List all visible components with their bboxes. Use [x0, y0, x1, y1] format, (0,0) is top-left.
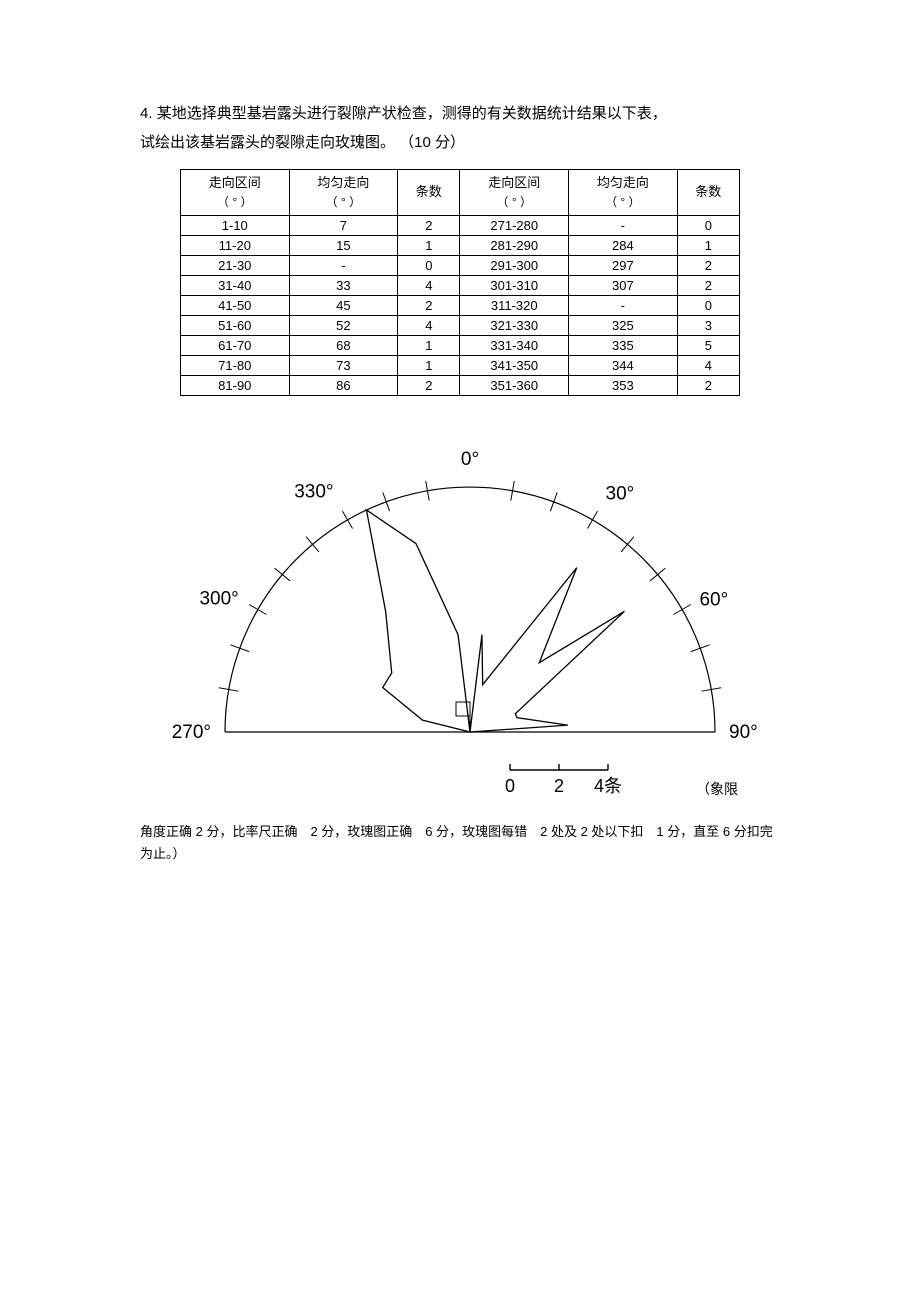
table-cell: 2 [398, 215, 460, 235]
table-cell: 2 [677, 375, 739, 395]
table-cell: 31-40 [181, 275, 290, 295]
svg-text:300°: 300° [199, 588, 238, 609]
table-row: 51-60524321-3303253 [181, 315, 740, 335]
col-range-1: 走向区间 （ ° ） [181, 170, 290, 216]
table-cell: 2 [398, 375, 460, 395]
table-cell: 1 [677, 235, 739, 255]
table-cell: 325 [569, 315, 678, 335]
table-cell: 335 [569, 335, 678, 355]
table-cell: 353 [569, 375, 678, 395]
svg-text:0°: 0° [461, 449, 479, 470]
table-cell: 344 [569, 355, 678, 375]
col-avg-2: 均匀走向 （ ° ） [569, 170, 678, 216]
question-number: 4. [140, 105, 153, 122]
table-cell: 311-320 [460, 295, 569, 315]
table-cell: 4 [677, 355, 739, 375]
table-cell: 271-280 [460, 215, 569, 235]
svg-text:30°: 30° [606, 483, 635, 504]
table-cell: 3 [677, 315, 739, 335]
table-cell: 0 [677, 215, 739, 235]
table-row: 1-1072271-280-0 [181, 215, 740, 235]
table-cell: 86 [289, 375, 398, 395]
table-cell: 0 [398, 255, 460, 275]
table-cell: 0 [677, 295, 739, 315]
col-range-2: 走向区间 （ ° ） [460, 170, 569, 216]
table-cell: 291-300 [460, 255, 569, 275]
table-cell: 61-70 [181, 335, 290, 355]
table-cell: 51-60 [181, 315, 290, 335]
grading-caption: 角度正确 2 分，比率尺正确 2 分，玫瑰图正确 6 分，玫瑰图每错 2 处及 … [140, 821, 780, 865]
table-cell: 71-80 [181, 355, 290, 375]
table-cell: 4 [398, 315, 460, 335]
table-cell: 1 [398, 335, 460, 355]
table-cell: 7 [289, 215, 398, 235]
table-row: 31-40334301-3103072 [181, 275, 740, 295]
table-cell: - [569, 295, 678, 315]
table-cell: 301-310 [460, 275, 569, 295]
table-cell: 2 [398, 295, 460, 315]
rose-diagram-wrap: 0° 30° 60° 90° 270° 300° 330° 0 2 4条 （象限 [140, 402, 780, 815]
table-cell: 5 [677, 335, 739, 355]
table-cell: 21-30 [181, 255, 290, 275]
rose-diagram: 0° 30° 60° 90° 270° 300° 330° 0 2 4条 （象限 [150, 402, 790, 810]
svg-text:60°: 60° [699, 589, 728, 610]
col-avg-1: 均匀走向 （ ° ） [289, 170, 398, 216]
table-row: 21-30-0291-3002972 [181, 255, 740, 275]
table-cell: 331-340 [460, 335, 569, 355]
table-cell: 41-50 [181, 295, 290, 315]
svg-text:（象限: （象限 [696, 781, 738, 797]
svg-text:90°: 90° [729, 722, 758, 743]
col-count-2: 条数 [677, 170, 739, 216]
col-count-1: 条数 [398, 170, 460, 216]
question-line1: 某地选择典型基岩露头进行裂隙产状检查，测得的有关数据统计结果以下表， [157, 105, 667, 122]
strike-data-table: 走向区间 （ ° ） 均匀走向 （ ° ） 条数 走向区间 （ ° ） 均匀走向… [180, 169, 740, 396]
question-block: 4. 某地选择典型基岩露头进行裂隙产状检查，测得的有关数据统计结果以下表， 试绘… [140, 100, 780, 157]
table-cell: 15 [289, 235, 398, 255]
table-cell: 68 [289, 335, 398, 355]
table-cell: 73 [289, 355, 398, 375]
svg-text:330°: 330° [294, 482, 333, 503]
table-row: 61-70681331-3403355 [181, 335, 740, 355]
table-cell: 2 [677, 275, 739, 295]
table-cell: 4 [398, 275, 460, 295]
table-row: 71-80731341-3503444 [181, 355, 740, 375]
table-cell: 52 [289, 315, 398, 335]
svg-text:4条: 4条 [594, 776, 622, 796]
table-cell: 321-330 [460, 315, 569, 335]
table-cell: 11-20 [181, 235, 290, 255]
table-row: 41-50452311-320-0 [181, 295, 740, 315]
table-cell: - [569, 215, 678, 235]
table-cell: 45 [289, 295, 398, 315]
table-cell: 284 [569, 235, 678, 255]
table-cell: 1-10 [181, 215, 290, 235]
svg-text:270°: 270° [172, 722, 211, 743]
table-cell: 281-290 [460, 235, 569, 255]
table-cell: 1 [398, 235, 460, 255]
table-cell: 351-360 [460, 375, 569, 395]
table-cell: 81-90 [181, 375, 290, 395]
svg-text:0: 0 [505, 776, 515, 796]
table-cell: 307 [569, 275, 678, 295]
table-cell: 33 [289, 275, 398, 295]
table-cell: 297 [569, 255, 678, 275]
table-row: 11-20151281-2902841 [181, 235, 740, 255]
svg-text:2: 2 [554, 776, 564, 796]
table-cell: 341-350 [460, 355, 569, 375]
table-cell: 1 [398, 355, 460, 375]
table-row: 81-90862351-3603532 [181, 375, 740, 395]
table-cell: 2 [677, 255, 739, 275]
table-cell: - [289, 255, 398, 275]
question-line2: 试绘出该基岩露头的裂隙走向玫瑰图。 （10 分） [140, 134, 465, 151]
